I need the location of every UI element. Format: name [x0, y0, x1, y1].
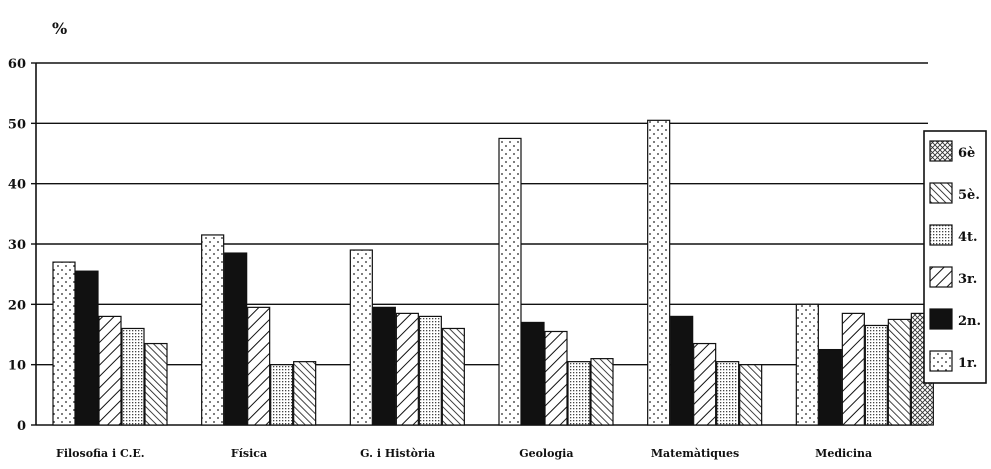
bar-3-2n. — [521, 321, 545, 426]
legend-label-2: 4t. — [958, 230, 978, 245]
bar-3-3r. — [544, 330, 568, 426]
bar-5-1r. — [795, 303, 819, 426]
bar-5-2n. — [818, 348, 842, 426]
legend: 6è 5è. 4t. 3r. 2n. 1r. — [923, 130, 987, 384]
bar-0-1r. — [52, 261, 76, 426]
bar-0-5è. — [144, 342, 168, 426]
ytick-label-50: 50 — [8, 117, 26, 132]
legend-swatch-5 — [929, 350, 953, 372]
y-tick-labels: 0 10 20 30 40 50 60 — [8, 57, 26, 434]
axes — [31, 62, 928, 426]
bar-3-1r. — [498, 137, 522, 426]
ytick-label-0: 0 — [17, 419, 26, 434]
category-label-3: Geologia — [519, 447, 573, 460]
y-axis-label: % — [52, 19, 67, 38]
ytick-label-40: 40 — [8, 178, 26, 193]
legend-label-5: 1r. — [958, 356, 977, 371]
category-labels: Filosofia i C.E. Física G. i Història Geolo… — [56, 447, 872, 460]
legend-label-3: 3r. — [958, 272, 977, 287]
ytick-label-30: 30 — [8, 238, 26, 253]
bar-4-4t. — [716, 361, 740, 426]
bar-5-4t. — [864, 324, 888, 426]
legend-label-4: 2n. — [958, 314, 981, 329]
legend-swatch-2 — [929, 224, 953, 246]
bar-1-4t. — [270, 364, 294, 426]
category-label-0: Filosofia i C.E. — [56, 447, 145, 460]
bar-0-4t. — [121, 327, 145, 426]
bar-1-1r. — [201, 234, 225, 426]
legend-box — [923, 130, 987, 384]
bar-3-4t. — [567, 361, 591, 426]
ytick-label-60: 60 — [8, 57, 26, 72]
grid-lines — [36, 62, 928, 366]
bar-5-5è. — [887, 318, 911, 426]
category-label-1: Física — [231, 447, 267, 460]
bar-3-5è. — [590, 358, 614, 426]
bar-4-5è. — [739, 364, 763, 426]
legend-swatch-0 — [929, 140, 953, 162]
bar-2-5è. — [441, 327, 465, 426]
legend-swatch-3 — [929, 266, 953, 288]
bar-5-3r. — [841, 312, 865, 426]
bar-2-4t. — [418, 315, 442, 426]
legend-swatch-4 — [929, 308, 953, 330]
ytick-label-10: 10 — [8, 359, 26, 374]
bar-1-5è. — [293, 361, 317, 426]
bar-4-1r. — [647, 119, 671, 426]
category-label-4: Matemàtiques — [651, 447, 739, 460]
bar-2-1r. — [349, 249, 373, 426]
legend-swatch-1 — [929, 182, 953, 204]
bar-1-2n. — [224, 252, 248, 426]
legend-label-0: 6è — [958, 146, 975, 161]
category-label-5: Medicina — [815, 447, 872, 460]
bar-1-3r. — [247, 306, 271, 426]
ytick-label-20: 20 — [8, 298, 26, 313]
bar-2-3r. — [395, 312, 419, 426]
bars — [52, 119, 934, 426]
category-label-2: G. i Història — [360, 447, 435, 460]
legend-label-1: 5è. — [958, 188, 980, 203]
bar-2-2n. — [372, 306, 396, 426]
bar-0-3r. — [98, 315, 122, 426]
bar-4-2n. — [670, 315, 694, 426]
bar-4-3r. — [693, 342, 717, 426]
bar-0-2n. — [75, 270, 99, 426]
